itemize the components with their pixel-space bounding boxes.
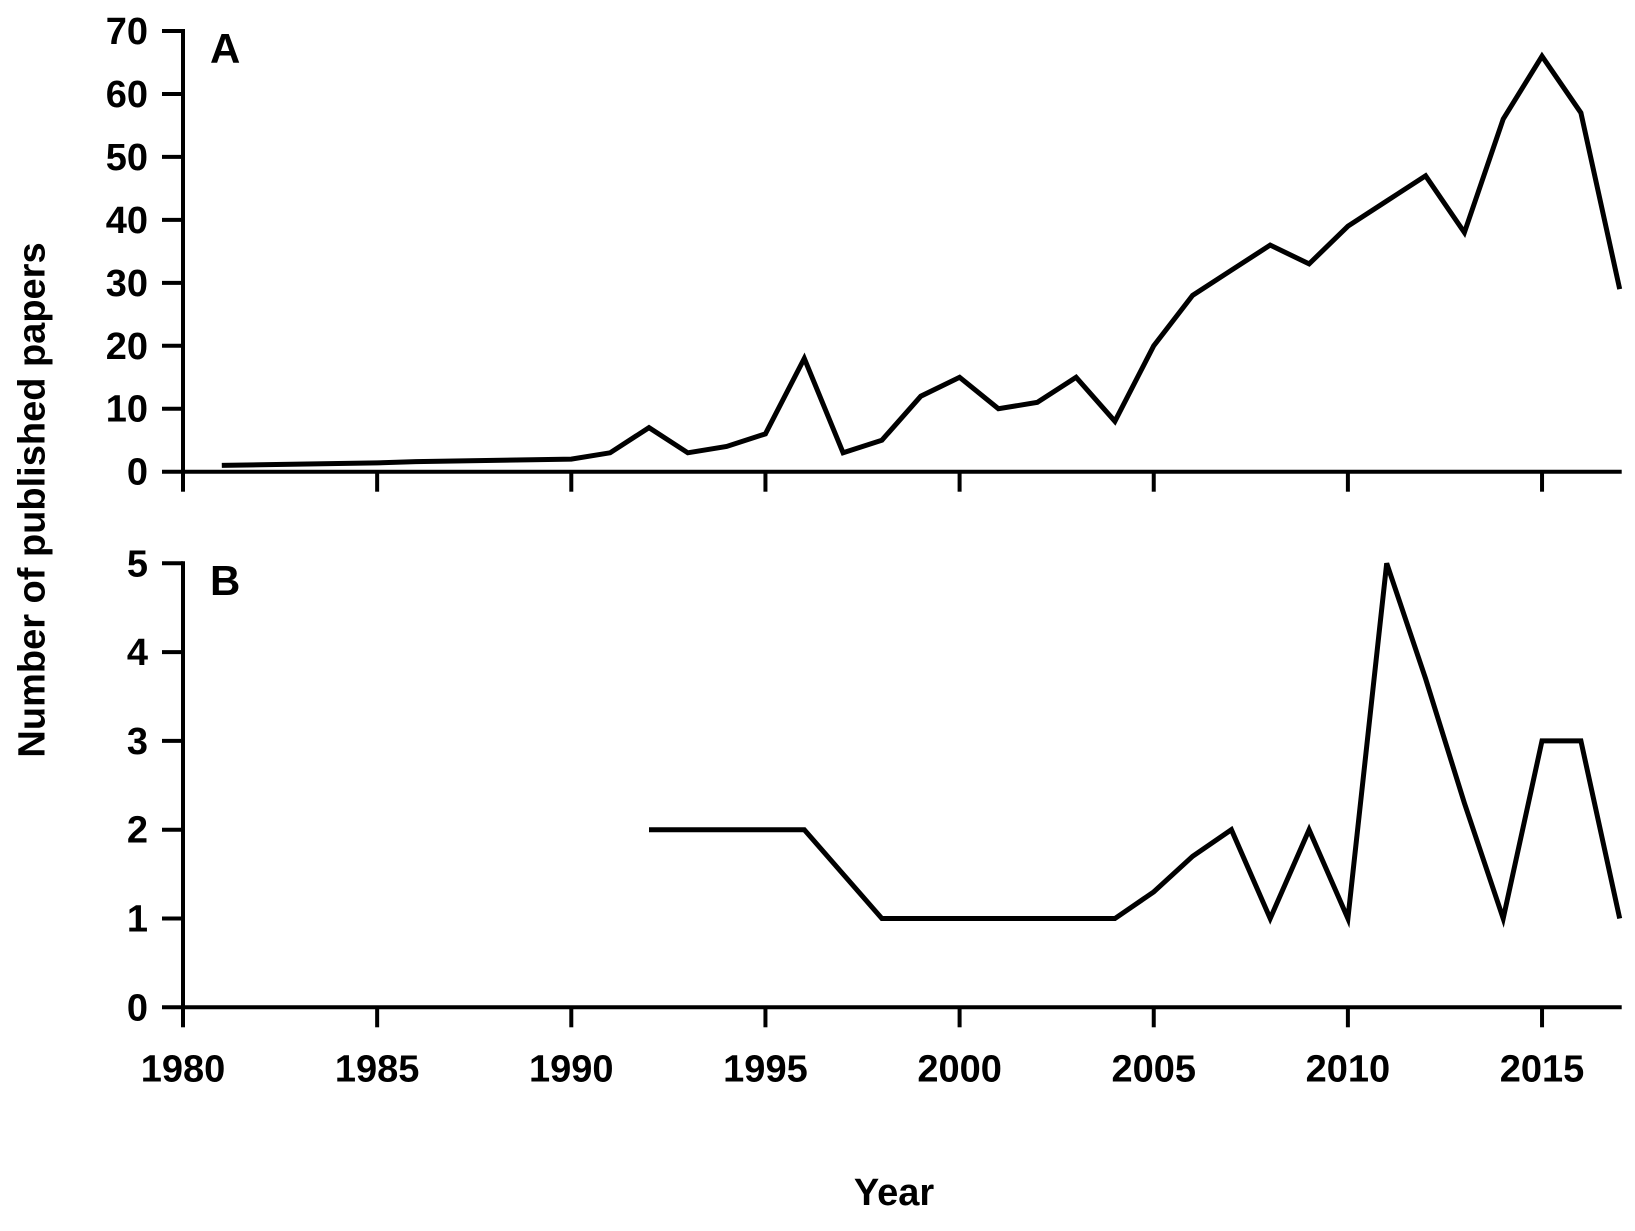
panel-b-x-tick-label: 1990 bbox=[529, 1048, 614, 1090]
panel-b-data-line bbox=[649, 562, 1623, 929]
panel-b-y-tick-label: 0 bbox=[127, 987, 148, 1029]
x-axis-title: Year bbox=[853, 1172, 935, 1214]
panel-a-data-line bbox=[221, 51, 1623, 468]
panel-a-y-tick-label: 0 bbox=[127, 452, 148, 494]
panel-a-y-tick-label: 30 bbox=[106, 263, 148, 305]
panel-b-label: B bbox=[210, 557, 241, 604]
panel-b-x-tick-label: 1985 bbox=[335, 1048, 420, 1090]
panel-b-y-tick-label: 4 bbox=[127, 632, 148, 674]
panel-b-x-tick-label: 2005 bbox=[1111, 1048, 1196, 1090]
panel-b-x-tick-label: 1995 bbox=[723, 1048, 808, 1090]
panel-b-x-tick-label: 1980 bbox=[141, 1048, 226, 1090]
panel-b-y-tick-label: 2 bbox=[127, 810, 148, 852]
panel-a-y-tick-label: 60 bbox=[106, 74, 148, 116]
panel-a-label: A bbox=[210, 25, 241, 72]
panel-a-y-tick-label: 40 bbox=[106, 200, 148, 242]
panel-a-y-tick-label: 20 bbox=[106, 326, 148, 368]
panel-a-y-tick-label: 70 bbox=[106, 11, 148, 53]
panel-b-x-tick-label: 2010 bbox=[1306, 1048, 1391, 1090]
panel-b-x-tick-label: 2015 bbox=[1500, 1048, 1585, 1090]
panel-b-y-tick-label: 3 bbox=[127, 721, 148, 763]
panel-b-y-tick-label: 1 bbox=[127, 899, 148, 941]
panel-a-y-tick-label: 10 bbox=[106, 389, 148, 431]
panel-b-x-tick-label: 2000 bbox=[917, 1048, 1002, 1090]
panel-b-y-tick-label: 5 bbox=[127, 543, 148, 585]
y-axis-title: Number of published papers bbox=[11, 242, 54, 758]
panel-a-y-tick-label: 50 bbox=[106, 137, 148, 179]
